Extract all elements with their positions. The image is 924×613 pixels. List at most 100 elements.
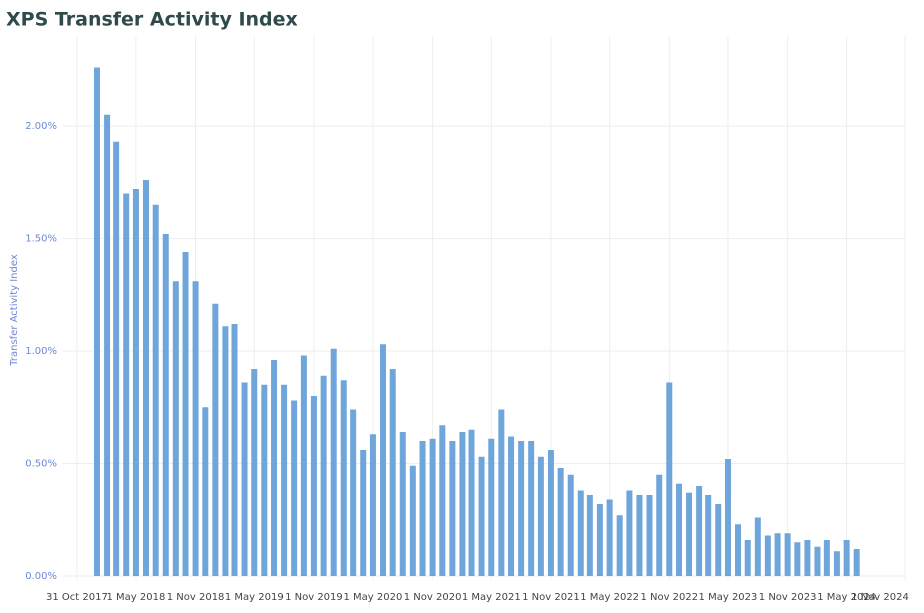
- bar: [735, 524, 742, 576]
- chart-title: XPS Transfer Activity Index: [6, 9, 298, 31]
- bar: [429, 438, 436, 576]
- y-axis-label: Transfer Activity Index: [9, 254, 20, 367]
- bar: [508, 436, 515, 576]
- bar: [360, 450, 367, 576]
- bar: [724, 459, 731, 576]
- bar: [419, 441, 426, 576]
- bar: [686, 492, 693, 576]
- x-tick-label: 1 Nov 2018: [167, 592, 225, 603]
- bar: [804, 540, 811, 576]
- bar: [449, 441, 456, 576]
- bar: [123, 193, 130, 576]
- bar: [606, 499, 613, 576]
- bar: [696, 486, 703, 576]
- bar: [162, 234, 169, 576]
- y-tick-label: 0.00%: [25, 571, 57, 582]
- x-tick-label: 1 May 2022: [580, 592, 639, 603]
- bar: [172, 281, 179, 576]
- bar: [744, 540, 751, 576]
- bar: [330, 348, 337, 576]
- bar: [202, 407, 209, 576]
- bar: [340, 380, 347, 576]
- bar: [94, 67, 101, 576]
- bar: [518, 441, 525, 576]
- bar: [192, 281, 199, 576]
- bar: [369, 434, 376, 576]
- bar: [409, 465, 416, 576]
- x-tick-label: 1 Nov 2019: [285, 592, 343, 603]
- bar: [104, 114, 111, 576]
- bar: [281, 384, 288, 576]
- bar: [478, 456, 485, 576]
- bar: [498, 409, 505, 576]
- bar: [715, 504, 722, 576]
- y-tick-label: 1.00%: [25, 346, 57, 357]
- y-tick-label: 0.50%: [25, 459, 57, 470]
- bar: [379, 344, 386, 576]
- bar: [222, 326, 229, 576]
- bar: [636, 495, 643, 576]
- bar: [320, 375, 327, 576]
- x-tick-label: 1 Nov 2023: [759, 592, 817, 603]
- bar: [814, 546, 821, 576]
- bar: [291, 400, 298, 576]
- bar: [586, 495, 593, 576]
- bar: [488, 438, 495, 576]
- bar: [626, 490, 633, 576]
- bar: [241, 382, 248, 576]
- bar: [310, 396, 317, 576]
- bar: [646, 495, 653, 576]
- bar: [300, 355, 307, 576]
- bar: [547, 450, 554, 576]
- bar: [537, 456, 544, 576]
- bar: [389, 369, 396, 576]
- bar: [142, 180, 149, 576]
- bar: [823, 540, 830, 576]
- bar: [616, 515, 623, 576]
- bar: [676, 483, 683, 576]
- bar: [774, 533, 781, 576]
- x-tick-label: 1 Nov 2022: [640, 592, 698, 603]
- x-tick-label: 1 Nov 2024: [851, 592, 909, 603]
- x-tick-label: 1 May 2024: [817, 592, 876, 603]
- bar: [152, 204, 159, 576]
- bar: [754, 517, 761, 576]
- bar: [843, 540, 850, 576]
- bar: [231, 324, 238, 576]
- x-tick-label: 1 May 2019: [225, 592, 284, 603]
- x-tick-label: 1 May 2023: [699, 592, 758, 603]
- bar: [656, 474, 663, 576]
- bar: [468, 429, 475, 576]
- x-tick-label: 1 Nov 2020: [404, 592, 462, 603]
- bar: [705, 495, 712, 576]
- bar: [113, 141, 120, 576]
- bar: [577, 490, 584, 576]
- bar: [132, 189, 139, 576]
- x-tick-label: 1 May 2020: [344, 592, 403, 603]
- bar: [794, 542, 801, 576]
- x-tick-label: 31 Oct 2017: [46, 592, 108, 603]
- bar: [666, 382, 673, 576]
- bar: [251, 369, 258, 576]
- bar: [261, 384, 268, 576]
- bar: [784, 533, 791, 576]
- bar: [853, 549, 860, 576]
- bar: [528, 441, 535, 576]
- bar: [557, 468, 564, 576]
- bar: [399, 432, 406, 576]
- bar: [271, 360, 278, 576]
- x-tick-label: 1 May 2021: [462, 592, 521, 603]
- bar: [596, 504, 603, 576]
- bar: [764, 535, 771, 576]
- bar: [182, 252, 189, 576]
- bar: [212, 303, 219, 576]
- y-tick-label: 1.50%: [25, 234, 57, 245]
- x-tick-label: 1 Nov 2021: [522, 592, 580, 603]
- bar: [350, 409, 357, 576]
- x-tick-label: 1 May 2018: [107, 592, 166, 603]
- bar: [567, 474, 574, 576]
- bar: [439, 425, 446, 576]
- bar: [833, 551, 840, 576]
- y-tick-label: 2.00%: [25, 121, 57, 132]
